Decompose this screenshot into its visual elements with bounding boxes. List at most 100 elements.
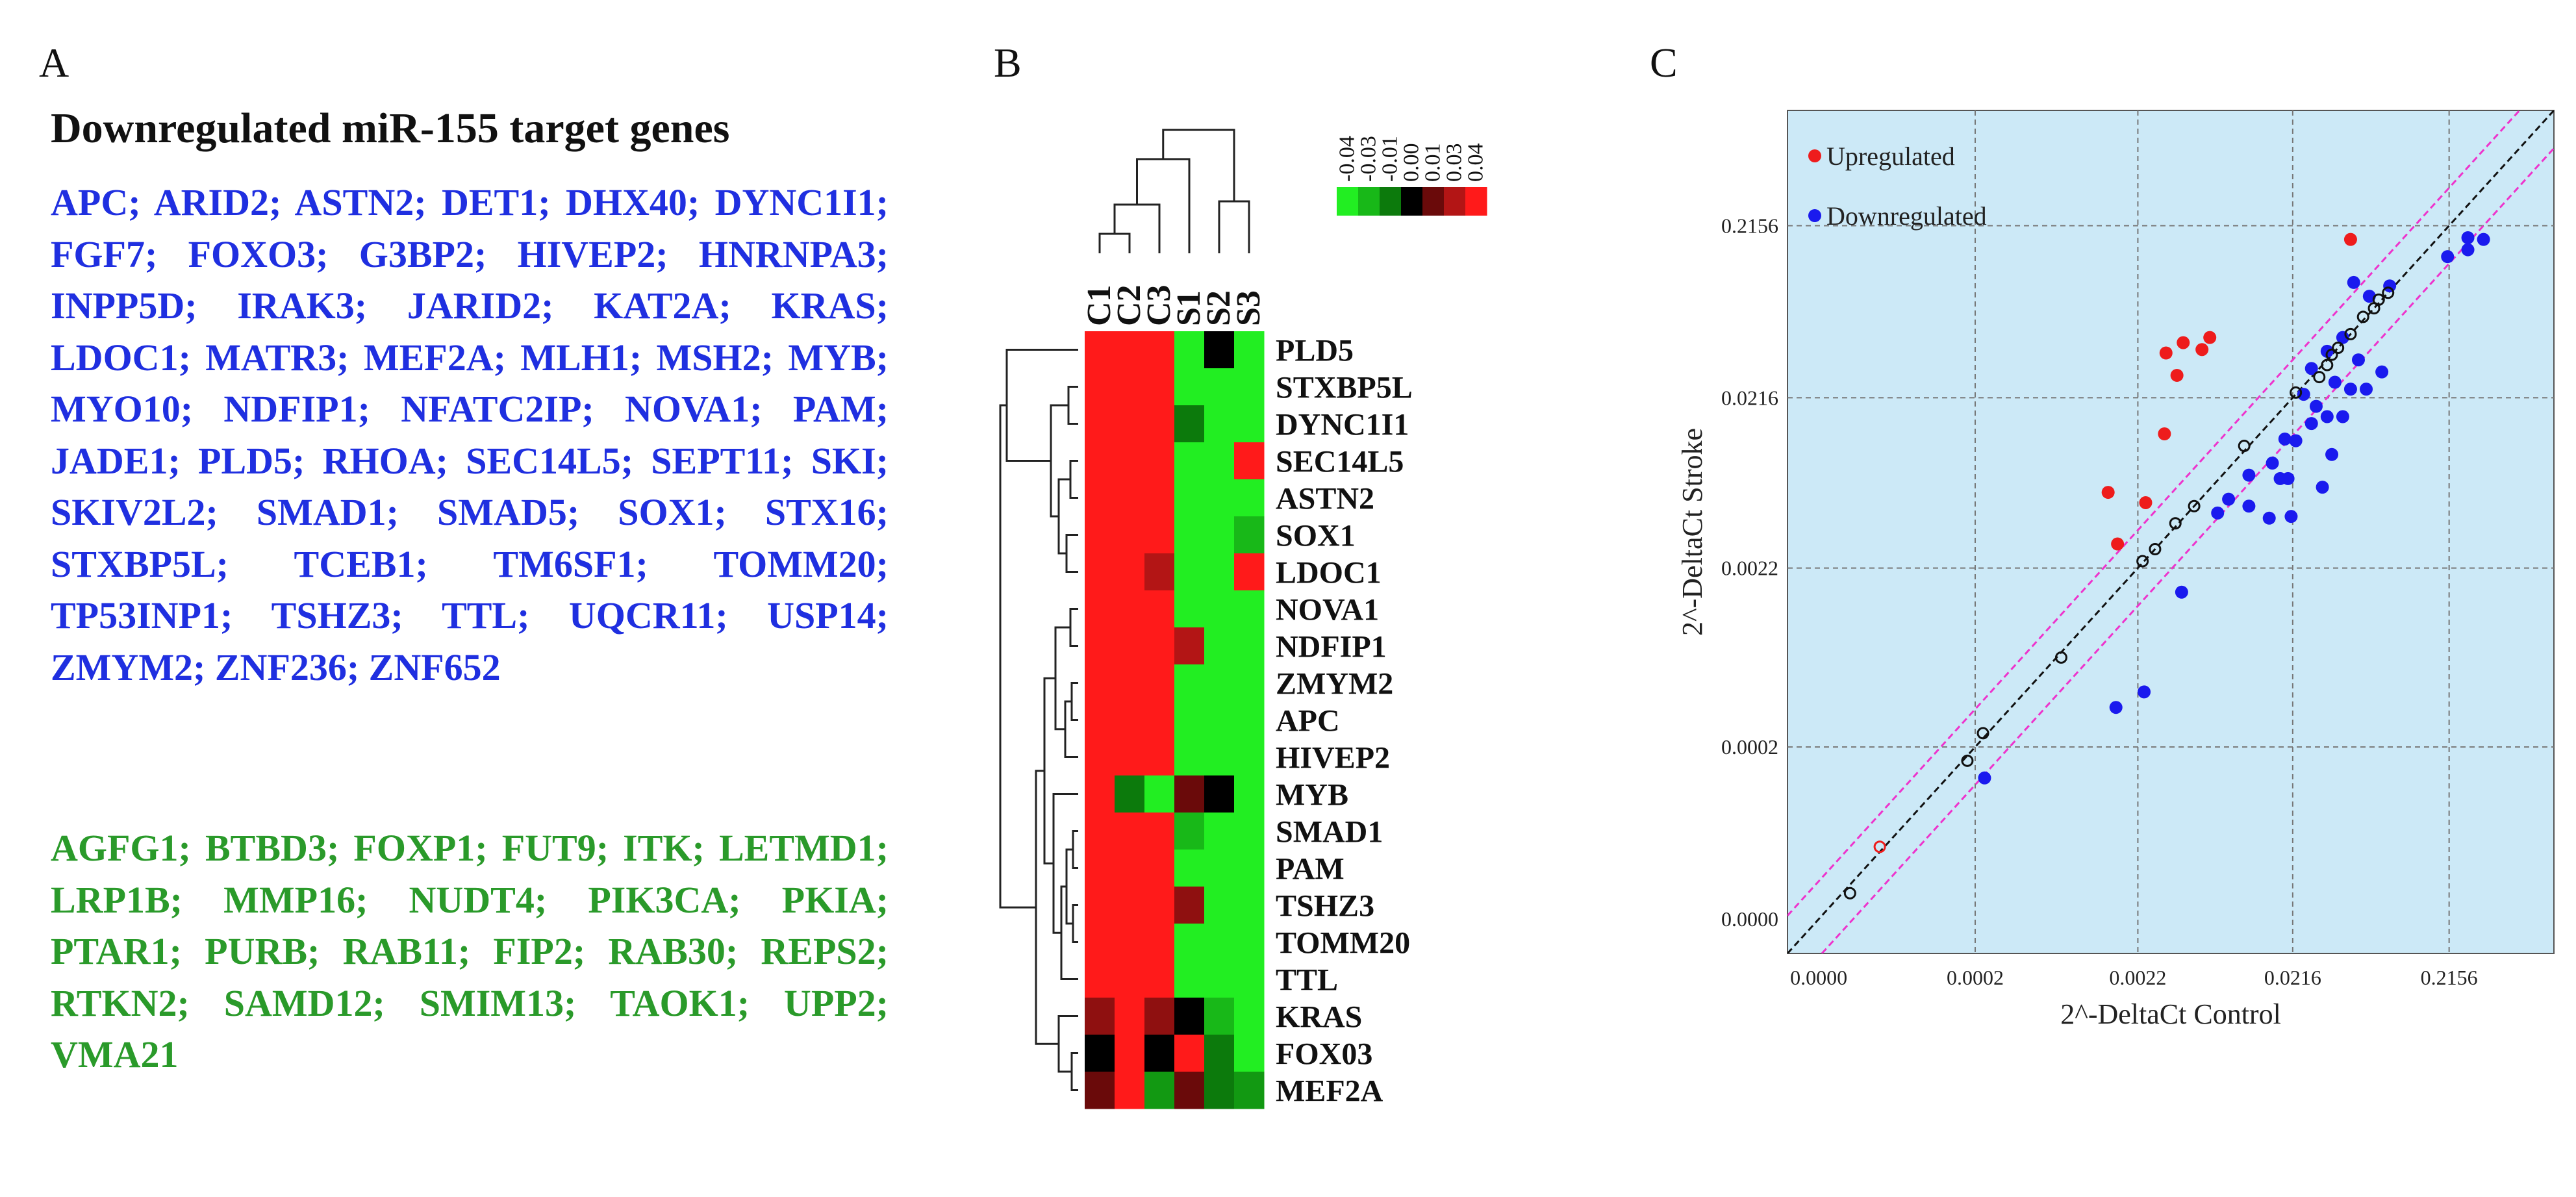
heatmap-cell [1174,664,1205,702]
heatmap-cell [1085,664,1115,702]
heatmap-cell [1085,368,1115,406]
data-point-downregulated [2211,506,2225,520]
data-point-downregulated [2461,243,2475,257]
heatmap-cell [1085,813,1115,850]
heatmap-cell [1234,405,1265,443]
row-label: STXBP5L [1276,371,1413,405]
heatmap-cell [1085,1072,1115,1109]
heatmap-cell [1085,775,1115,813]
data-point-unchanged [1873,840,1886,853]
row-label: PLD5 [1276,334,1354,368]
heatmap-cell [1174,813,1205,850]
data-point-downregulated [2336,410,2349,423]
data-point-downregulated [2278,432,2292,446]
heatmap-cell [1204,850,1235,887]
heatmap-cell [1085,553,1115,591]
row-label: MYB [1276,778,1348,813]
heatmap-cell [1115,738,1145,776]
heatmap-cell [1174,1035,1205,1072]
heatmap-cell [1115,664,1145,702]
dendrogram-branch [1065,534,1078,573]
heatmap-cell [1115,813,1145,850]
data-point-upregulated [2203,331,2217,344]
heatmap-cell [1234,479,1265,517]
heatmap-cell [1174,590,1205,628]
heatmap-cell [1144,479,1175,517]
data-point-downregulated [2441,250,2455,264]
heatmap-cell [1144,813,1175,850]
data-point-downregulated [2360,383,2373,396]
dendrogram-branch [1035,770,1059,1045]
data-point-downregulated [2309,399,2323,413]
panel-a-title: Downregulated miR-155 target genes [51,105,730,152]
y-tick-label: 0.0022 [1721,557,1778,580]
row-label: SMAD1 [1276,815,1383,850]
dendrogram-branch [1057,478,1070,555]
heatmap-cell [1144,331,1175,369]
data-point-downregulated [2109,701,2123,714]
row-label: DYNC1I1 [1276,408,1409,442]
heatmap-cell [1174,331,1205,369]
heatmap-cell [1174,368,1205,406]
heatmap-cell [1085,701,1115,739]
row-label: NOVA1 [1276,593,1379,627]
heatmap-cell [1144,775,1175,813]
data-point-unchanged [1961,754,1974,767]
heatmap-cell [1174,516,1205,554]
heatmap-cell [1204,479,1235,517]
heatmap-cell [1115,961,1145,998]
y-tick-label: 0.0002 [1721,735,1778,759]
heatmap-cell [1085,738,1115,776]
dendrogram-branch [1054,626,1070,731]
panel-a: A Downregulated miR-155 target genes APC… [39,39,922,1182]
data-point-downregulated [2284,510,2298,523]
heatmap-cell [1234,553,1265,591]
row-label: SOX1 [1276,519,1356,553]
column-label: S3 [1230,290,1267,326]
heatmap-cell [1234,627,1265,665]
heatmap-cell [1204,887,1235,924]
heatmap-cell [1204,627,1235,665]
column-label: S2 [1200,290,1237,326]
heatmap-cell [1085,442,1115,480]
data-point-downregulated [2351,353,2365,367]
dendrogram-branch [1067,386,1078,425]
heatmap-cell [1204,924,1235,961]
color-scale-tick: -0.01 [1378,136,1402,182]
dendrogram-branch [1070,1052,1078,1091]
data-point-upregulated [2170,368,2184,382]
heatmap-cell [1144,368,1175,406]
heatmap-cell [1174,887,1205,924]
heatmap-cell [1234,738,1265,776]
heatmap-cell [1174,479,1205,517]
data-point-downregulated [2343,383,2357,396]
heatmap-cell [1204,405,1235,443]
color-scale-swatch [1422,187,1445,216]
data-point-unchanged [2169,517,2182,530]
heatmap-cell [1234,775,1265,813]
dendrogram-branch [1072,904,1078,943]
column-label: C2 [1111,284,1148,326]
data-point-unchanged [2325,348,2338,361]
heatmap-cell [1204,442,1235,480]
heatmap-cell [1204,701,1235,739]
heatmap-cell [1144,701,1175,739]
upper-fold-line [1787,110,2521,916]
heatmap-cell [1115,775,1145,813]
heatmap-cell [1085,627,1115,665]
row-label: APC [1276,704,1340,738]
x-axis-label: 2^-DeltaCt Control [2060,998,2281,1030]
data-point-upregulated [2101,486,2115,499]
heatmap-cell [1234,1072,1265,1109]
dendrogram-branch [1070,682,1078,721]
heatmap-cell [1204,553,1235,591]
heatmap-cell [1085,850,1115,887]
heatmap-cell [1234,924,1265,961]
heatmap-cell [1174,924,1205,961]
heatmap-cell [1115,442,1145,480]
data-point-downregulated [2328,375,2342,389]
data-point-downregulated [1978,771,1991,785]
row-dendrogram [999,349,1078,1091]
color-scale-swatch [1337,187,1359,216]
data-point-downregulated [2266,457,2279,470]
